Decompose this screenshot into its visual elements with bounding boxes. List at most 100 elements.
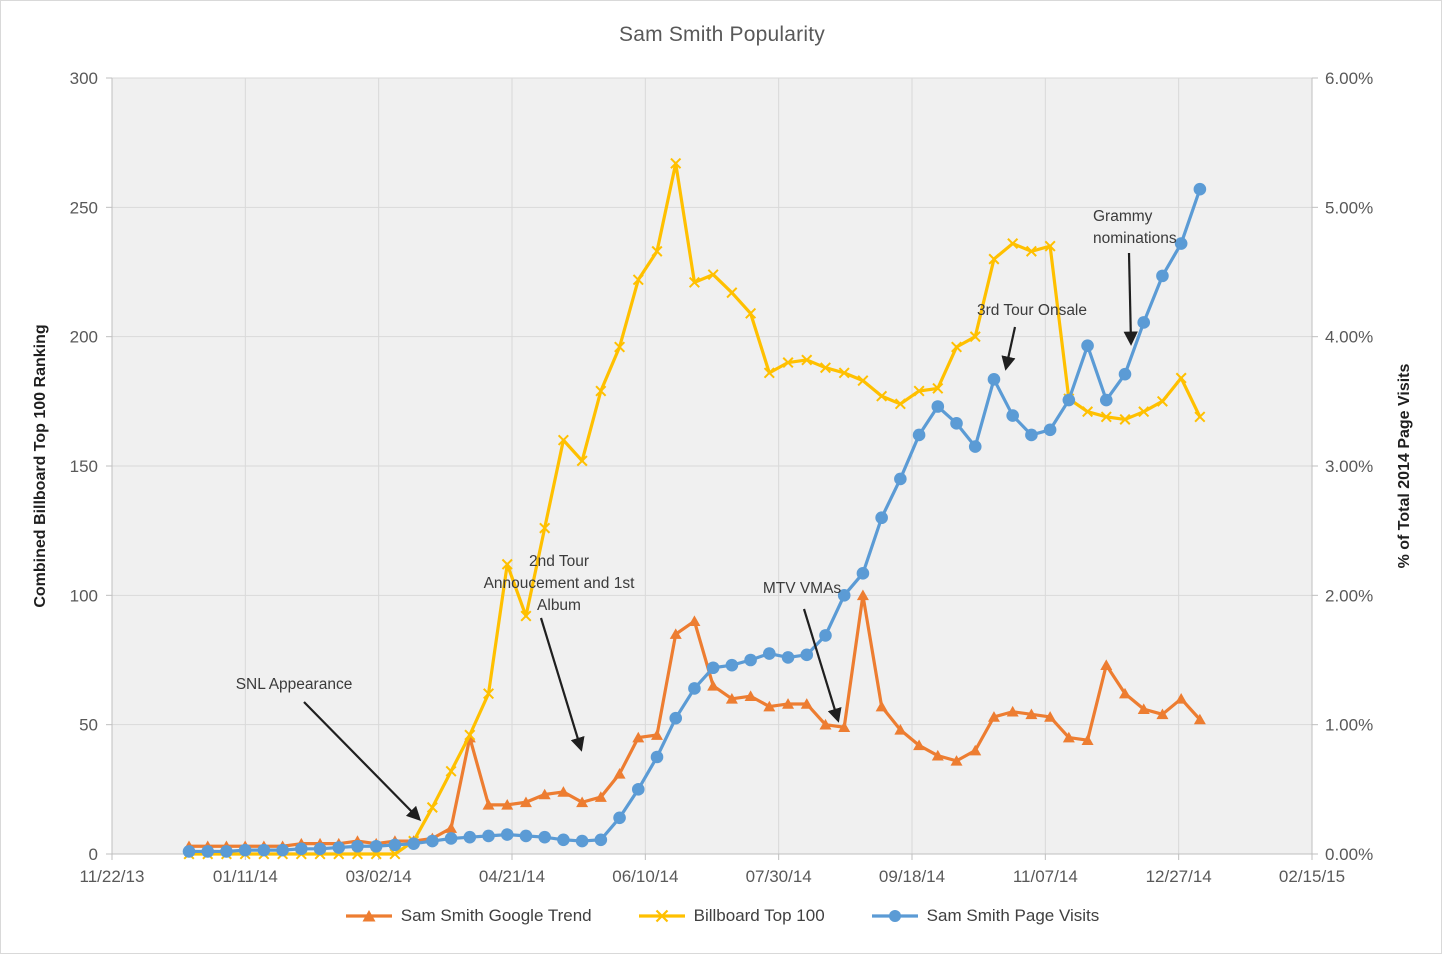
x-marker: [1175, 372, 1187, 384]
triangle-marker: [501, 799, 514, 810]
circle-marker: [594, 833, 608, 847]
circle-marker: [257, 843, 271, 857]
x-marker: [951, 341, 963, 353]
circle-marker: [894, 472, 907, 486]
x-tick-label: 11/22/13: [80, 867, 145, 886]
legend-label: Billboard Top 100: [693, 906, 825, 925]
x-marker: [688, 276, 700, 288]
triangle-marker: [1025, 708, 1038, 720]
triangle-marker: [950, 755, 963, 766]
google-trend-line-marker-icon: [345, 908, 393, 924]
circle-marker: [332, 841, 346, 854]
triangle-marker: [1137, 703, 1150, 714]
circle-marker: [1174, 237, 1188, 250]
circle-marker: [463, 830, 477, 844]
x-marker: [651, 245, 663, 257]
circle-marker: [725, 658, 739, 672]
circle-marker: [875, 511, 888, 525]
triangle-marker: [519, 796, 532, 808]
triangle-marker: [969, 744, 982, 756]
x-marker: [557, 434, 569, 446]
circle-marker: [201, 845, 215, 858]
circle-marker: [557, 833, 570, 847]
x-marker: [576, 455, 588, 467]
x-marker: [1007, 238, 1019, 250]
gridlines: [112, 77, 1312, 854]
circle-marker: [519, 829, 533, 843]
triangle-marker: [763, 700, 776, 712]
circle-marker: [426, 834, 439, 848]
triangle-marker: [894, 724, 907, 735]
page-visits-line-marker-icon: [871, 908, 919, 924]
x-marker: [426, 801, 438, 813]
circle-marker: [856, 567, 870, 580]
triangle-marker: [931, 749, 944, 761]
triangle-marker: [594, 791, 607, 802]
triangle-marker: [913, 739, 926, 751]
circle-marker: [987, 373, 1001, 386]
circle-marker: [781, 651, 795, 664]
circle-marker: [706, 661, 720, 675]
x-marker: [838, 367, 850, 379]
x-marker: [464, 729, 476, 741]
circle-marker: [444, 832, 458, 845]
billboard-line-marker-icon: [638, 908, 686, 924]
triangle-marker: [669, 628, 682, 639]
triangle-marker: [1081, 734, 1094, 745]
left-tick-label: 100: [70, 586, 98, 605]
triangle-marker: [800, 698, 813, 709]
triangle-marker: [557, 786, 570, 797]
annotation-snl: SNL Appearance: [236, 676, 422, 822]
circle-marker: [950, 417, 963, 430]
circle-marker: [369, 839, 383, 853]
series-sam-smith-page-visits: [182, 182, 1207, 858]
annotation-text: Grammy nominations: [1093, 208, 1177, 247]
circle-marker: [276, 843, 289, 857]
tick-labels: 11/22/13 01/11/14 03/02/14 04/21/14 06/10/14…: [70, 69, 1374, 886]
legend-label: Sam Smith Page Visits: [926, 906, 1100, 925]
right-tick-label: 0.00%: [1325, 845, 1373, 864]
circle-marker: [1025, 428, 1038, 442]
right-tick-label: 5.00%: [1325, 198, 1373, 217]
left-tick-label: 250: [70, 198, 98, 217]
triangle-marker: [707, 680, 720, 691]
circle-marker: [744, 653, 757, 667]
triangle-marker: [482, 799, 495, 810]
x-marker: [1194, 411, 1206, 423]
chart-title: Sam Smith Popularity: [619, 23, 825, 46]
circle-marker: [931, 400, 945, 413]
right-tick-label: 4.00%: [1325, 328, 1373, 347]
x-marker: [595, 385, 607, 397]
triangle-marker: [1193, 713, 1206, 725]
triangle-marker: [987, 711, 1000, 722]
circle-marker: [631, 783, 645, 796]
annotation-text: 3rd Tour Onsale: [977, 302, 1087, 319]
x-tick-label: 06/10/14: [612, 867, 678, 886]
legend-label: Sam Smith Google Trend: [400, 906, 592, 925]
x-marker: [1082, 406, 1094, 418]
triangle-marker: [875, 700, 888, 712]
circle-marker: [295, 842, 308, 856]
x-marker: [445, 765, 457, 777]
circle-marker: [351, 839, 364, 853]
triangle-marker: [576, 796, 589, 808]
legend-item-page-visits: Sam Smith Page Visits: [871, 906, 1100, 926]
right-tick-label: 3.00%: [1325, 457, 1373, 476]
annotation-text: MTV VMAs: [763, 580, 842, 597]
x-marker: [389, 848, 401, 860]
x-marker: [876, 390, 888, 402]
left-tick-label: 300: [70, 69, 98, 88]
x-tick-label: 01/11/14: [213, 867, 278, 886]
annotation-arrow: [1001, 326, 1017, 371]
triangle-marker: [782, 698, 795, 709]
circle-marker: [482, 829, 495, 843]
annotation-tour3: 3rd Tour Onsale: [977, 302, 1087, 371]
triangle-marker: [1156, 708, 1169, 720]
circle-marker: [407, 837, 420, 850]
x-marker: [857, 375, 869, 387]
x-tick-label: 11/07/14: [1013, 867, 1078, 886]
x-marker: [707, 269, 719, 281]
triangle-marker: [838, 721, 851, 733]
legend-item-google-trend: Sam Smith Google Trend: [345, 906, 592, 926]
right-tick-label: 6.00%: [1325, 69, 1373, 88]
